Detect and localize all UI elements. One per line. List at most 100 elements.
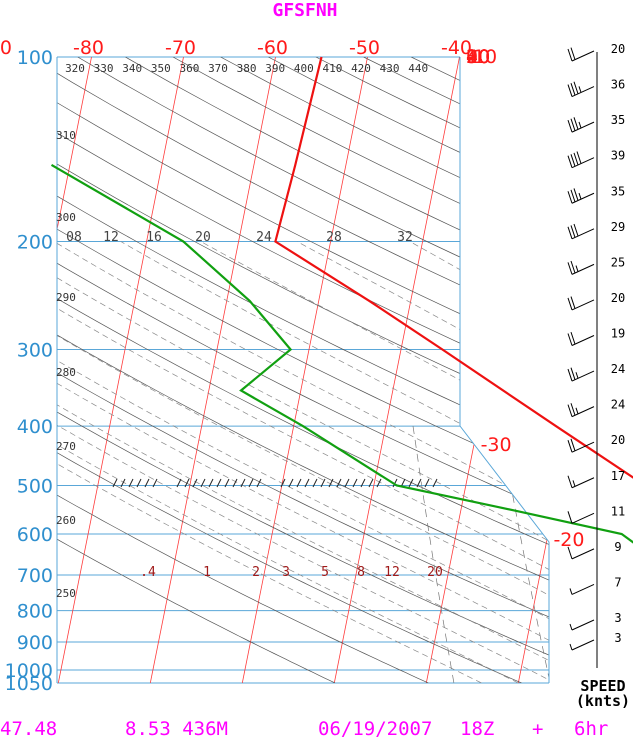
theta-label-top: 380 <box>237 62 257 75</box>
mixing-ratio-line <box>499 426 549 683</box>
wind-barb <box>567 47 595 62</box>
pressure-label: 500 <box>17 475 53 497</box>
hash-mark <box>376 478 382 488</box>
mixing-ratio-label-upper: 12 <box>103 230 119 245</box>
theta-label-top: 420 <box>351 62 371 75</box>
hash-mark <box>288 478 294 488</box>
wind-speed-label: 20 <box>611 42 625 56</box>
theta-label-top: 390 <box>265 62 285 75</box>
wind-barb <box>569 619 595 631</box>
temperature-labels-top: -100-90-80-70-60-50-40 <box>0 37 472 59</box>
mixing-ratio-label-upper: 32 <box>397 230 413 245</box>
dry-adiabat-240 <box>57 57 429 683</box>
wind-barb <box>567 475 595 489</box>
hash-mark <box>256 478 262 488</box>
pressure-label: 1000 <box>5 660 53 682</box>
theta-label-left: 280 <box>56 366 76 379</box>
dewpoint-series-line <box>50 163 633 544</box>
hash-mark <box>328 478 334 488</box>
wind-barb <box>567 260 595 275</box>
mixing-ratio-label-lower: 12 <box>384 565 400 580</box>
pressure-label: 200 <box>17 232 53 254</box>
wind-speed-label: 3 <box>614 611 621 625</box>
temperature-label-right: -10 <box>466 46 497 68</box>
wind-speed-label: 24 <box>611 362 625 376</box>
dry-adiabat-310 <box>57 57 549 683</box>
pressure-label: 700 <box>17 565 53 587</box>
temperature-label-right: 10 <box>466 46 490 68</box>
moist-adiabat <box>57 241 549 683</box>
dry-adiabat-400 <box>220 57 549 683</box>
speed-units-label: (knts) <box>576 692 630 710</box>
wind-barb <box>569 583 595 595</box>
theta-label-left: 270 <box>56 440 76 453</box>
mixing-ratio-line <box>412 426 455 683</box>
moist-adiabat <box>57 241 549 683</box>
theta-label-top: 370 <box>208 62 228 75</box>
theta-label-left: 250 <box>56 587 76 600</box>
moist-adiabat <box>57 241 549 683</box>
wind-speed-label: 20 <box>611 433 625 447</box>
dry-adiabat-280 <box>57 57 549 683</box>
level-hash-row <box>112 478 438 488</box>
wind-barb <box>567 188 595 204</box>
wind-speed-label: 39 <box>611 149 625 163</box>
theta-label-top: 430 <box>380 62 400 75</box>
mixing-ratio-label-upper: 24 <box>256 230 272 245</box>
hash-mark <box>408 478 414 488</box>
wind-speed-label: 17 <box>611 469 625 483</box>
mixing-ratio-labels-lower: .4 1 2 3 5 8 12 20 <box>140 565 443 580</box>
moist-adiabat <box>120 241 549 683</box>
moist-adiabat <box>57 241 549 683</box>
wind-speed-label: 36 <box>611 78 625 92</box>
hash-mark <box>216 478 222 488</box>
theta-label-left: 300 <box>56 211 76 224</box>
mixing-ratio-label-lower: 3 <box>282 565 290 580</box>
dry-adiabat-260 <box>57 57 549 683</box>
temperature-label-top: -40 <box>441 37 472 59</box>
moist-adiabat <box>200 241 549 683</box>
wind-barb <box>567 511 595 524</box>
footer-longitude-elevation: 8.53 436M <box>125 718 228 740</box>
dry-adiabats <box>57 57 549 683</box>
wind-speed-label: 35 <box>611 113 625 127</box>
wind-speed-label: 9 <box>614 540 621 554</box>
isotherm--40 <box>333 57 460 683</box>
temperature-label-top: -70 <box>165 37 196 59</box>
wind-speed-label: 24 <box>611 398 625 412</box>
wind-speed-label: 29 <box>611 220 625 234</box>
hash-mark <box>136 478 142 488</box>
isotherm--20 <box>517 57 549 683</box>
isotherm--70 <box>57 57 184 683</box>
theta-label-top: 400 <box>294 62 314 75</box>
mixing-ratio-label-lower: 8 <box>357 565 365 580</box>
theta-labels-left: 310 300 290 280 270 260 250 <box>56 129 76 600</box>
hash-mark <box>352 478 358 488</box>
hash-mark <box>280 478 286 488</box>
hash-mark <box>304 478 310 488</box>
wind-barb <box>567 403 595 418</box>
temperature-label-right: 40 <box>466 46 490 68</box>
dry-adiabat-410 <box>268 57 549 683</box>
moist-adiabat <box>57 241 549 683</box>
hash-mark <box>248 478 254 488</box>
theta-label-top: 340 <box>122 62 142 75</box>
isotherm--60 <box>149 57 276 683</box>
theta-label-top: 360 <box>179 62 199 75</box>
temperature-label-top: -90 <box>0 37 12 59</box>
hash-mark <box>320 478 326 488</box>
dry-adiabat-250 <box>57 57 522 683</box>
hash-mark <box>120 478 126 488</box>
dry-adiabat-270 <box>57 57 549 683</box>
hash-mark <box>296 478 302 488</box>
moist-adiabats <box>57 241 549 683</box>
mixing-ratio-label-lower: 5 <box>321 565 329 580</box>
footer-forecast-hour: 6hr <box>574 718 608 740</box>
pressure-label: 600 <box>17 524 53 546</box>
wind-barb <box>567 546 595 560</box>
temperature-label-top: -50 <box>349 37 380 59</box>
wind-barb <box>569 639 595 651</box>
